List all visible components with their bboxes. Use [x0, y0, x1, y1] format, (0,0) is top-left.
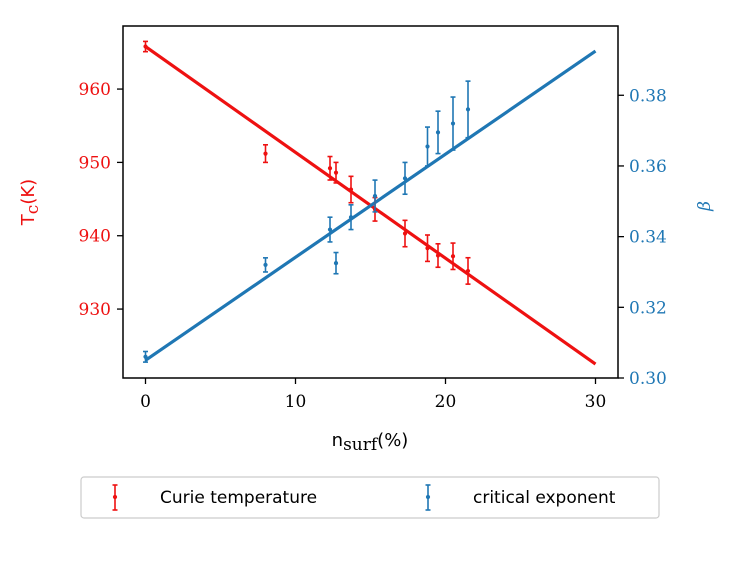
right-y-axis-ticks: 0.30 0.32 0.34 0.36 0.38 [618, 86, 667, 389]
x-tick-label: 30 [585, 392, 607, 412]
x-axis-title-sub: surf [343, 435, 379, 455]
critical-data-point [425, 126, 430, 167]
curie-data-point [263, 144, 268, 164]
x-axis-ticks: 0 10 20 30 [140, 378, 606, 412]
fit-lines [144, 45, 597, 366]
legend-box [80, 476, 660, 519]
left-y-tick-label: 940 [79, 227, 111, 247]
x-axis-title-unit: (%) [377, 430, 408, 451]
curie-data-point [348, 175, 354, 204]
critical-data-point [435, 110, 441, 155]
curie-data-point [425, 234, 430, 263]
right-y-tick-label: 0.38 [629, 86, 667, 106]
left-y-axis-title-main: T [18, 213, 39, 226]
data-points [143, 40, 471, 363]
curie-data-point [327, 155, 333, 181]
critical-data-point [465, 80, 471, 139]
left-y-axis-title-sub: c [23, 205, 43, 215]
legend-curie-errorbar [112, 484, 118, 511]
curie-data-point [333, 161, 339, 184]
left-y-tick-label: 930 [79, 300, 111, 320]
plot-frame [122, 25, 619, 379]
x-tick-label: 10 [285, 392, 307, 412]
right-y-tick-label: 0.36 [629, 157, 667, 177]
left-y-axis-ticks: 930 940 950 960 [79, 80, 123, 320]
curie-data-point [402, 219, 408, 248]
critical-data-point [143, 350, 148, 363]
critical-data-point [348, 204, 354, 231]
critical-data-point [402, 161, 408, 196]
critical-data-point [450, 96, 456, 151]
curie-data-point [143, 40, 148, 53]
left-y-axis-title: Tc(K) [18, 179, 43, 226]
right-y-tick-label: 0.34 [629, 228, 667, 248]
left-y-tick-label: 950 [79, 153, 111, 173]
x-tick-label: 0 [140, 392, 151, 412]
critical-data-point [263, 257, 268, 273]
critical-data-point [327, 216, 333, 243]
legend-marker-critical [425, 484, 431, 511]
critical-data-point [333, 251, 339, 275]
left-y-tick-label: 960 [79, 80, 111, 100]
legend-label-curie: Curie temperature [160, 488, 317, 508]
curie-data-point [465, 256, 471, 285]
legend-critical-errorbar [425, 484, 431, 511]
x-tick-label: 20 [435, 392, 457, 412]
critical-fit-line [144, 49, 597, 362]
critical-data-point [372, 179, 378, 213]
x-axis-title: nsurf(%) [332, 430, 409, 455]
right-y-tick-label: 0.30 [629, 369, 667, 389]
left-y-axis-title-unit: (K) [18, 179, 39, 205]
curie-data-point [435, 243, 441, 269]
x-axis-title-main: n [332, 430, 343, 451]
right-y-axis-title: β [695, 201, 715, 212]
legend: Curie temperature critical exponent [80, 476, 660, 519]
legend-label-critical: critical exponent [473, 488, 616, 508]
legend-marker-curie [112, 484, 118, 511]
right-y-tick-label: 0.32 [629, 298, 667, 318]
curie-data-point [450, 242, 456, 271]
